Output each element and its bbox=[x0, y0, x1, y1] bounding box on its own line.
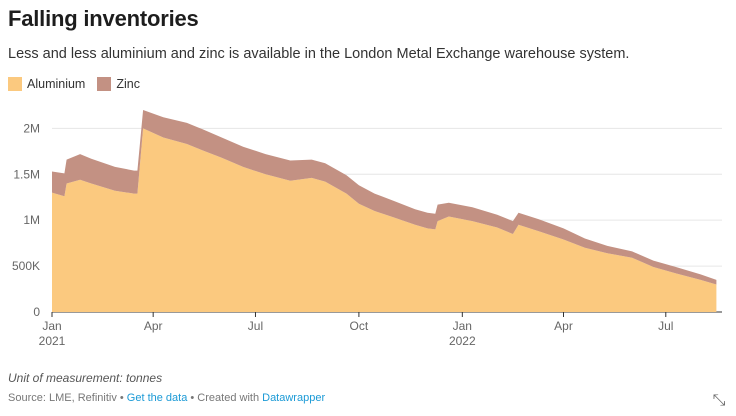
legend-swatch-aluminium bbox=[8, 77, 22, 91]
legend-item-aluminium: Aluminium bbox=[8, 77, 85, 91]
get-data-link[interactable]: Get the data bbox=[126, 392, 188, 404]
x-tick-label: Oct bbox=[350, 319, 369, 333]
chart-title: Falling inventories bbox=[8, 6, 199, 31]
unit-note: Unit of measurement: tonnes bbox=[8, 371, 163, 385]
x-tick-label: Jul bbox=[248, 319, 263, 333]
source-text: Source: LME, Refinitiv • bbox=[8, 392, 127, 404]
y-tick-label: 1M bbox=[23, 213, 40, 227]
legend-swatch-zinc bbox=[97, 77, 112, 91]
y-tick-label: 2M bbox=[23, 121, 40, 135]
y-tick-label: 500K bbox=[12, 259, 40, 273]
legend-item-zinc: Zinc bbox=[97, 77, 140, 91]
chart-areas bbox=[52, 110, 717, 312]
area-aluminium bbox=[52, 128, 717, 312]
legend: Aluminium Zinc bbox=[8, 77, 152, 91]
y-tick-label: 1.5M bbox=[13, 167, 40, 181]
created-with-text: • Created with bbox=[187, 392, 263, 404]
x-tick-year-label: 2021 bbox=[39, 334, 66, 348]
area-zinc bbox=[52, 110, 717, 285]
chart-subtitle: Less and less aluminium and zinc is avai… bbox=[8, 46, 630, 62]
datawrapper-link[interactable]: Datawrapper bbox=[262, 392, 326, 404]
x-tick-label: Jul bbox=[658, 319, 673, 333]
expand-icon[interactable]: ⤡ bbox=[712, 392, 726, 409]
x-tick-label: Apr bbox=[144, 319, 163, 333]
x-tick-label: Jan bbox=[42, 319, 61, 333]
x-tick-year-label: 2022 bbox=[449, 334, 476, 348]
source-line: Source: LME, Refinitiv • Get the data • … bbox=[8, 392, 325, 404]
y-axis: 0 500K 1M 1.5M 2M bbox=[12, 121, 40, 319]
x-tick-label: Apr bbox=[554, 319, 573, 333]
y-tick-label: 0 bbox=[33, 305, 40, 319]
legend-label-zinc: Zinc bbox=[116, 77, 140, 91]
legend-label-aluminium: Aluminium bbox=[27, 77, 86, 91]
x-tick-label: Jan bbox=[453, 319, 472, 333]
